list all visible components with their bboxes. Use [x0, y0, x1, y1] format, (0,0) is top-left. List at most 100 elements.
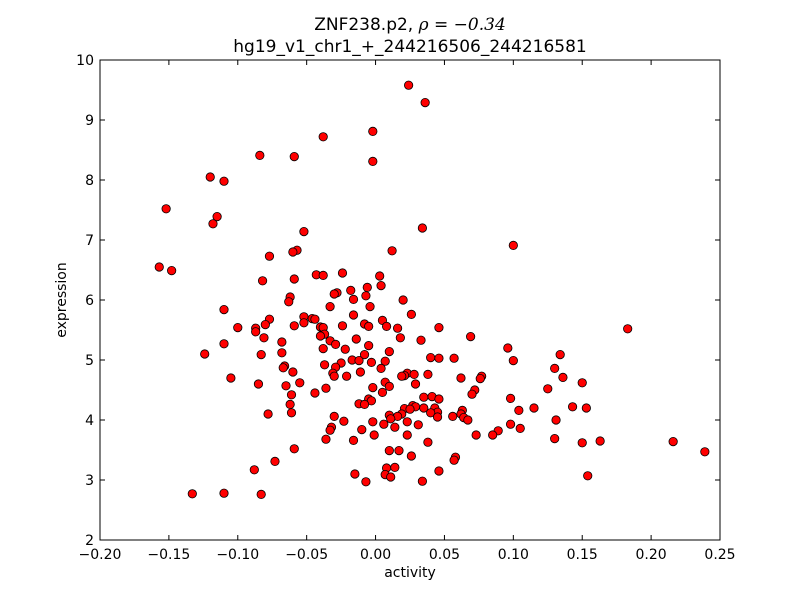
data-point [395, 333, 405, 343]
data-point [319, 360, 330, 370]
data-point [463, 415, 473, 425]
plot-frame [99, 59, 721, 541]
y-tick-label: 8 [85, 173, 94, 189]
data-point [340, 344, 350, 354]
data-point [260, 319, 270, 330]
data-point [384, 381, 394, 391]
x-tick-label: −0.10 [216, 547, 259, 563]
data-point [337, 321, 348, 331]
data-point [419, 392, 429, 402]
data-point [404, 80, 414, 90]
data-point [270, 456, 280, 466]
data-point [379, 419, 389, 429]
data-point [384, 346, 394, 357]
data-point [348, 294, 359, 304]
x-tick: 0.15 [567, 60, 598, 563]
data-point [514, 405, 524, 415]
data-point [471, 430, 481, 440]
data-point [357, 424, 367, 435]
data-point [426, 352, 436, 363]
data-point [623, 324, 633, 334]
data-point [595, 436, 605, 446]
data-point [398, 295, 408, 305]
data-point [434, 394, 444, 404]
data-point [219, 304, 229, 315]
data-point [208, 219, 218, 229]
x-tick-label: −0.20 [79, 547, 122, 563]
data-point [362, 282, 372, 292]
y-axis-label: expression [54, 262, 70, 338]
ticks-layer: −0.20 −0.15 −0.10 −0.05 0.00 0.05 0.10 0.15 0.20… [76, 53, 735, 563]
x-tick: 0.20 [636, 60, 667, 563]
data-point [581, 403, 591, 413]
data-point [410, 379, 421, 389]
data-point [508, 355, 518, 366]
data-point [284, 297, 294, 307]
data-point [402, 417, 412, 427]
data-point [355, 367, 365, 377]
data-point [348, 310, 359, 320]
data-point [456, 373, 466, 383]
data-point [381, 321, 392, 331]
data-point [426, 408, 436, 418]
data-point [390, 422, 400, 432]
data-point [434, 322, 444, 333]
data-point [256, 489, 266, 499]
data-point [413, 420, 423, 430]
data-point [286, 408, 297, 418]
x-tick-label: −0.05 [285, 547, 328, 563]
data-point [368, 126, 378, 136]
x-tick: 0.10 [498, 60, 529, 563]
data-point [154, 262, 164, 272]
data-point [351, 334, 361, 344]
data-point [310, 388, 320, 398]
data-point [529, 403, 539, 413]
data-point [434, 466, 444, 476]
data-point [376, 363, 386, 373]
data-point [377, 387, 388, 397]
y-tick: 4 [85, 413, 720, 429]
y-tick: 5 [85, 353, 720, 369]
data-point [387, 246, 397, 256]
data-point [368, 156, 378, 166]
chart-title: ZNF238.p2, ρ = −0.34 [314, 15, 506, 35]
x-tick: 0.00 [360, 60, 391, 563]
data-point [392, 323, 403, 333]
data-point [417, 223, 427, 233]
data-point [700, 447, 710, 457]
data-point [668, 436, 678, 447]
data-point [342, 371, 352, 381]
y-tick: 3 [85, 473, 720, 489]
data-point [386, 472, 396, 482]
data-point [361, 477, 371, 487]
x-tick-label: 0.20 [636, 547, 667, 563]
data-point [515, 423, 525, 433]
data-point [277, 348, 287, 358]
data-point [406, 451, 416, 461]
data-point [263, 409, 273, 419]
data-point [423, 437, 433, 447]
data-point [365, 301, 375, 312]
points-layer [154, 80, 710, 499]
x-tick-label: 0.00 [360, 547, 391, 563]
chart-title-rho: ρ = −0.34 [418, 15, 506, 35]
data-point [325, 425, 335, 435]
data-point [376, 280, 386, 291]
data-point [503, 343, 513, 353]
data-point [466, 331, 476, 342]
data-point [488, 430, 498, 440]
data-point [281, 381, 291, 391]
data-point [277, 337, 287, 347]
data-point [350, 469, 360, 479]
x-tick-label: −0.15 [147, 547, 190, 563]
data-point [167, 265, 177, 276]
data-point [278, 363, 288, 373]
data-point [286, 390, 297, 400]
x-axis-label: activity [384, 565, 436, 581]
data-point [402, 430, 412, 440]
y-tick: 7 [85, 233, 720, 249]
data-point [295, 378, 305, 388]
data-point [448, 411, 458, 421]
x-tick-label: 0.25 [704, 547, 735, 563]
data-point [264, 251, 275, 261]
